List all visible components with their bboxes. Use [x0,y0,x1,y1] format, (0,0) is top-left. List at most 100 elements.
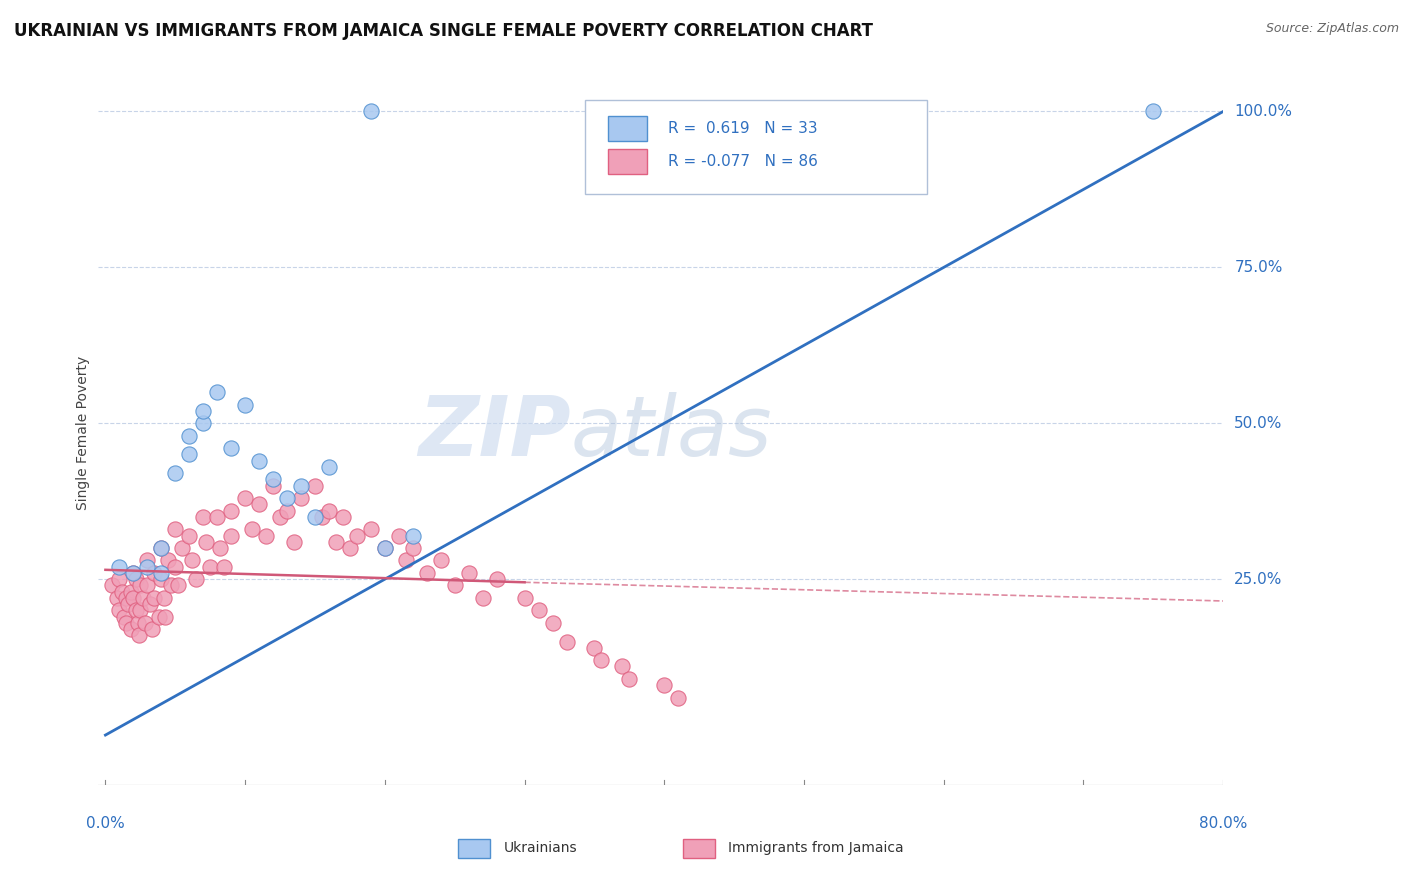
Point [262,472,284,486]
Point [402,541,425,555]
Point [195,534,218,549]
Point [233,491,256,505]
Point [150,541,173,555]
Point [360,522,382,536]
Point [128,628,150,642]
Point [157,553,180,567]
Point [402,528,425,542]
Point [304,509,326,524]
Point [652,678,675,692]
Text: ZIP: ZIP [418,392,571,473]
Point [205,509,228,524]
Point [117,597,139,611]
Point [388,528,411,542]
Point [269,509,291,524]
Point [193,404,215,418]
Point [262,478,284,492]
Point [219,503,242,517]
Text: Source: ZipAtlas.com: Source: ZipAtlas.com [1265,22,1399,36]
Point [276,503,298,517]
Point [129,603,152,617]
Text: 0.0%: 0.0% [86,815,125,830]
Point [395,553,418,567]
Point [429,553,451,567]
Point [374,541,396,555]
Point [471,591,494,605]
Point [325,534,347,549]
Point [205,385,228,400]
Point [304,478,326,492]
Point [283,534,305,549]
Point [125,603,148,617]
Point [200,559,222,574]
Point [233,398,256,412]
Point [332,509,354,524]
Point [150,541,173,555]
Point [112,609,135,624]
Point [374,541,396,555]
Point [360,104,382,119]
Point [120,622,142,636]
Point [1142,104,1164,119]
Point [125,572,148,586]
Point [101,578,124,592]
Point [160,578,183,592]
Point [318,459,340,474]
Point [612,659,634,673]
Point [108,559,131,574]
Text: 25.0%: 25.0% [1234,572,1282,587]
Point [240,522,263,536]
Point [254,528,277,542]
Point [527,603,550,617]
Point [132,591,155,605]
Point [165,466,187,480]
Point [591,653,613,667]
Point [318,503,340,517]
Point [148,609,170,624]
Point [443,578,465,592]
Point [416,566,439,580]
Point [155,609,177,624]
Point [181,553,204,567]
Text: 75.0%: 75.0% [1234,260,1282,275]
Point [219,528,242,542]
Point [115,615,138,630]
Point [485,572,508,586]
Point [513,591,536,605]
Point [193,509,215,524]
Point [179,528,201,542]
Point [290,491,312,505]
Point [105,591,128,605]
Point [346,528,368,542]
FancyBboxPatch shape [607,116,647,141]
Point [311,509,333,524]
Point [122,566,145,580]
Y-axis label: Single Female Poverty: Single Female Poverty [76,356,90,509]
Point [108,572,131,586]
Point [122,591,145,605]
Point [208,541,231,555]
Text: R = -0.077   N = 86: R = -0.077 N = 86 [668,153,817,169]
Point [143,591,166,605]
Point [583,640,606,655]
Point [167,578,190,592]
Point [219,441,242,455]
Point [165,522,187,536]
Point [136,553,159,567]
Point [153,591,176,605]
Point [108,603,131,617]
Point [186,572,208,586]
Point [111,584,134,599]
Point [339,541,361,555]
Text: UKRAINIAN VS IMMIGRANTS FROM JAMAICA SINGLE FEMALE POVERTY CORRELATION CHART: UKRAINIAN VS IMMIGRANTS FROM JAMAICA SIN… [14,22,873,40]
Text: Ukrainians: Ukrainians [503,841,576,855]
Text: R =  0.619   N = 33: R = 0.619 N = 33 [668,120,817,136]
Point [127,615,149,630]
Point [247,497,270,511]
Point [115,591,138,605]
Point [141,622,163,636]
Point [139,597,162,611]
Point [165,559,187,574]
FancyBboxPatch shape [585,100,928,194]
Point [247,453,270,467]
